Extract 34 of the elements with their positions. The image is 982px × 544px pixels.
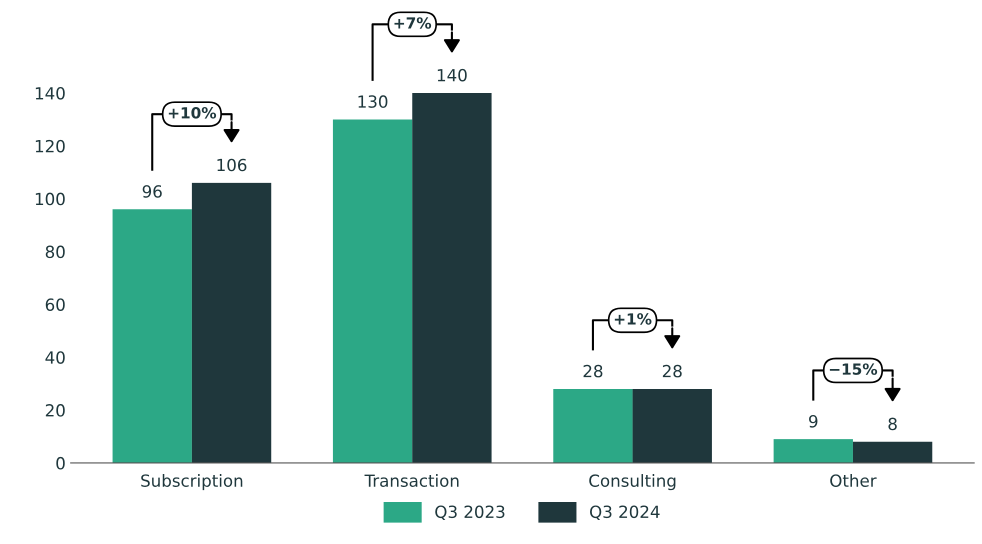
legend-label: Q3 2023 <box>435 505 504 520</box>
bar <box>332 119 412 463</box>
x-tick-label: Other <box>830 474 877 487</box>
data-label: 9 <box>809 414 818 428</box>
y-tick-label: 100 <box>36 192 65 206</box>
data-label: 8 <box>888 418 897 430</box>
y-tick-label: 40 <box>45 351 65 364</box>
data-label: 28 <box>662 364 682 378</box>
bar <box>553 388 633 463</box>
data-label: 28 <box>584 364 602 378</box>
bar <box>112 209 192 463</box>
bar <box>852 442 932 463</box>
annotation: +10% <box>168 107 216 119</box>
x-tick-label: Transaction <box>364 474 459 487</box>
bar <box>632 388 712 463</box>
data-label: 96 <box>142 185 162 198</box>
x-tick-label: Consulting <box>589 474 676 490</box>
x-tick-label: Subscription <box>141 474 242 490</box>
y-tick-label: 120 <box>36 140 65 152</box>
data-label: 140 <box>438 68 467 82</box>
y-tick-label: 20 <box>46 404 65 417</box>
annotation: +1% <box>614 313 652 325</box>
data-label: 106 <box>217 158 246 172</box>
y-tick-label: 0 <box>56 456 65 470</box>
bar <box>774 439 853 463</box>
y-tick-label: 60 <box>46 298 65 311</box>
y-tick-label: 80 <box>46 246 65 258</box>
y-tick-label: 140 <box>36 86 65 100</box>
annotation: −15% <box>830 363 878 375</box>
data-label: 130 <box>358 95 388 108</box>
text: +7% <box>394 17 432 29</box>
legend-label: Q3 2024 <box>590 505 660 520</box>
bar <box>412 93 492 463</box>
bar <box>192 182 272 463</box>
